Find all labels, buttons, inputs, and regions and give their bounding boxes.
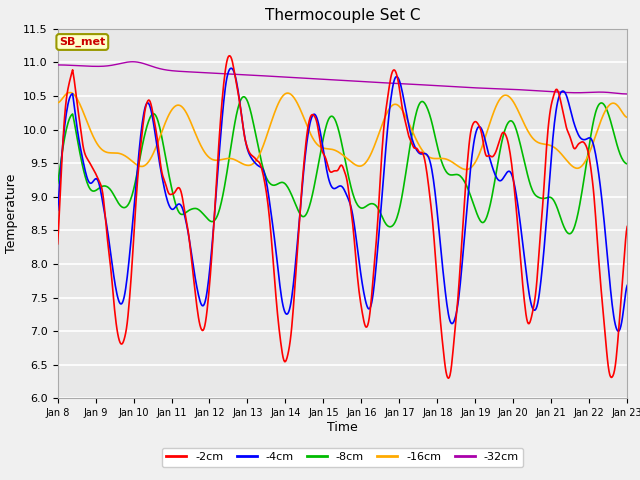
X-axis label: Time: Time	[327, 421, 358, 434]
Legend: -2cm, -4cm, -8cm, -16cm, -32cm: -2cm, -4cm, -8cm, -16cm, -32cm	[162, 448, 523, 467]
Title: Thermocouple Set C: Thermocouple Set C	[265, 9, 420, 24]
Y-axis label: Temperature: Temperature	[4, 174, 18, 253]
Text: SB_met: SB_met	[59, 37, 106, 47]
